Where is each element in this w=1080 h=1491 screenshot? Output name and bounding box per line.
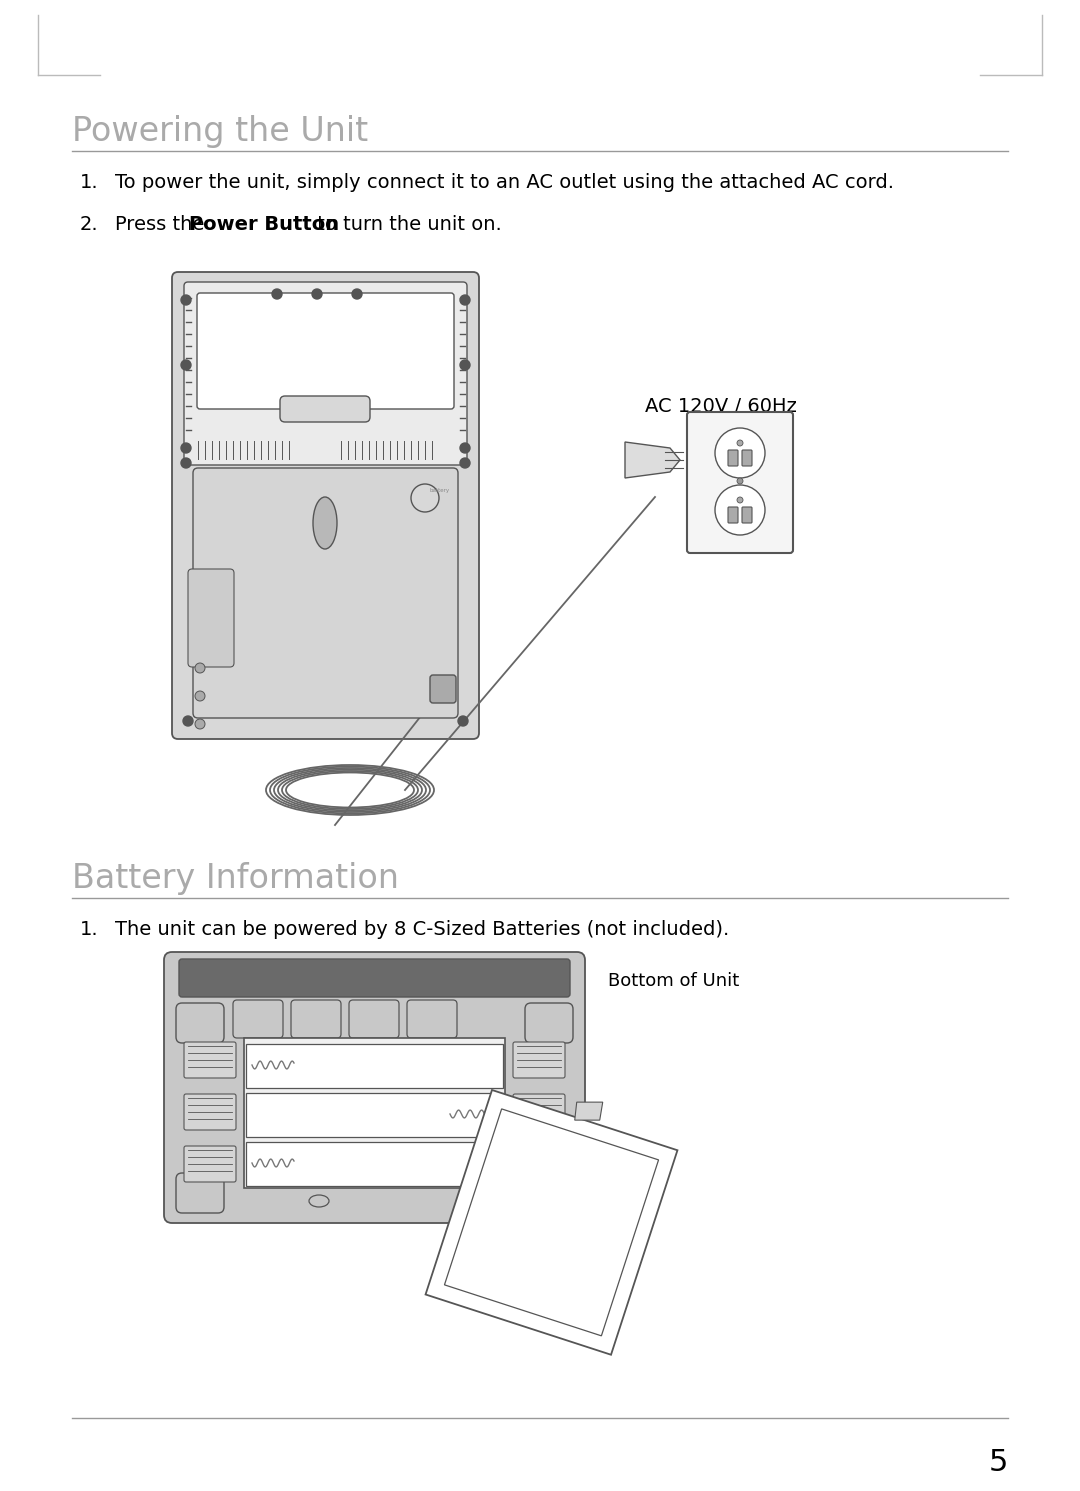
Circle shape <box>272 289 282 300</box>
Text: Battery Information: Battery Information <box>72 862 399 895</box>
FancyBboxPatch shape <box>193 468 458 719</box>
Circle shape <box>460 443 470 453</box>
Text: 2.: 2. <box>80 215 98 234</box>
Text: battery: battery <box>430 488 450 494</box>
Text: 1.: 1. <box>80 920 98 939</box>
Bar <box>246 1093 503 1138</box>
Text: Press the: Press the <box>114 215 211 234</box>
Text: AC 120V / 60Hz: AC 120V / 60Hz <box>645 397 797 416</box>
Circle shape <box>181 443 191 453</box>
Circle shape <box>181 458 191 468</box>
FancyBboxPatch shape <box>164 951 585 1223</box>
FancyBboxPatch shape <box>184 1042 237 1078</box>
Text: to turn the unit on.: to turn the unit on. <box>311 215 502 234</box>
FancyBboxPatch shape <box>184 1147 237 1182</box>
Circle shape <box>181 295 191 306</box>
FancyBboxPatch shape <box>233 1000 283 1038</box>
Ellipse shape <box>309 1194 329 1208</box>
Circle shape <box>737 440 743 446</box>
Circle shape <box>460 295 470 306</box>
FancyBboxPatch shape <box>728 507 738 523</box>
Circle shape <box>195 663 205 672</box>
Polygon shape <box>426 1090 677 1355</box>
Circle shape <box>195 719 205 729</box>
Circle shape <box>183 716 193 726</box>
FancyBboxPatch shape <box>513 1094 565 1130</box>
Circle shape <box>460 359 470 370</box>
Circle shape <box>312 289 322 300</box>
FancyBboxPatch shape <box>430 675 456 702</box>
Circle shape <box>460 458 470 468</box>
Ellipse shape <box>313 497 337 549</box>
Polygon shape <box>445 1109 659 1336</box>
FancyBboxPatch shape <box>525 1003 573 1044</box>
Circle shape <box>195 690 205 701</box>
Circle shape <box>737 497 743 502</box>
FancyBboxPatch shape <box>184 282 467 465</box>
FancyBboxPatch shape <box>349 1000 399 1038</box>
Circle shape <box>715 428 765 479</box>
FancyBboxPatch shape <box>184 1094 237 1130</box>
Circle shape <box>715 485 765 535</box>
Text: Power Button: Power Button <box>189 215 339 234</box>
Text: The unit can be powered by 8 C-Sized Batteries (not included).: The unit can be powered by 8 C-Sized Bat… <box>114 920 729 939</box>
FancyBboxPatch shape <box>728 450 738 467</box>
Polygon shape <box>625 441 680 479</box>
Polygon shape <box>575 1102 603 1120</box>
FancyBboxPatch shape <box>513 1042 565 1078</box>
Circle shape <box>352 289 362 300</box>
Bar <box>244 1038 505 1188</box>
FancyBboxPatch shape <box>407 1000 457 1038</box>
Circle shape <box>181 359 191 370</box>
FancyBboxPatch shape <box>188 570 234 666</box>
Text: 5: 5 <box>988 1448 1008 1478</box>
FancyBboxPatch shape <box>525 1173 573 1214</box>
FancyBboxPatch shape <box>687 412 793 553</box>
Text: 1.: 1. <box>80 173 98 192</box>
FancyBboxPatch shape <box>172 271 480 740</box>
Text: Powering the Unit: Powering the Unit <box>72 115 368 148</box>
Text: Bottom of Unit: Bottom of Unit <box>608 972 739 990</box>
Circle shape <box>458 716 468 726</box>
FancyBboxPatch shape <box>179 959 570 997</box>
FancyBboxPatch shape <box>742 450 752 467</box>
FancyBboxPatch shape <box>197 294 454 409</box>
Circle shape <box>411 485 438 511</box>
Text: To power the unit, simply connect it to an AC outlet using the attached AC cord.: To power the unit, simply connect it to … <box>114 173 894 192</box>
FancyBboxPatch shape <box>176 1003 224 1044</box>
FancyBboxPatch shape <box>291 1000 341 1038</box>
Bar <box>246 1142 503 1185</box>
Bar <box>246 1044 503 1088</box>
FancyBboxPatch shape <box>176 1173 224 1214</box>
FancyBboxPatch shape <box>280 397 370 422</box>
FancyBboxPatch shape <box>742 507 752 523</box>
Circle shape <box>737 479 743 485</box>
FancyBboxPatch shape <box>513 1147 565 1182</box>
